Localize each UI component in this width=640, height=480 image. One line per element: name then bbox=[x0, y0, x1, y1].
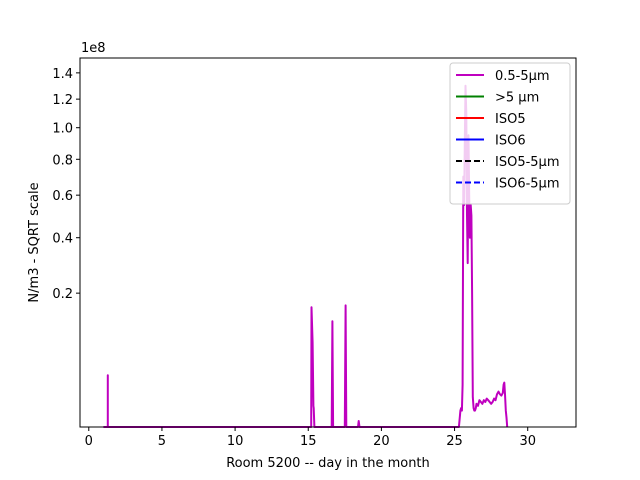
y-axis: 0.2 0.4 0.6 0.8 1.0 1.2 1.4 bbox=[52, 67, 80, 302]
x-tick-label: 30 bbox=[519, 434, 536, 449]
x-tick-label: 5 bbox=[158, 434, 166, 449]
y-axis-label: N/m3 - SQRT scale bbox=[27, 182, 42, 302]
legend-entry-label: ISO6-5μm bbox=[495, 177, 560, 192]
y-offset-text: 1e8 bbox=[81, 41, 106, 56]
y-tick-label: 1.0 bbox=[52, 122, 73, 137]
axes-frame bbox=[79, 57, 577, 428]
legend-entry-label: ISO6 bbox=[495, 134, 526, 149]
legend: 0.5-5μm >5 μm ISO5 ISO6 ISO5-5μm ISO6-5μm bbox=[449, 62, 571, 205]
x-tick-label: 15 bbox=[300, 434, 317, 449]
y-tick-label: 1.4 bbox=[52, 67, 73, 82]
x-tick-label: 0 bbox=[85, 434, 93, 449]
legend-entry-label: 0.5-5μm bbox=[495, 69, 550, 84]
x-tick-label: 20 bbox=[373, 434, 390, 449]
y-tick-label: 0.4 bbox=[52, 232, 73, 247]
x-tick-label: 25 bbox=[446, 434, 463, 449]
legend-entry-label: ISO5-5μm bbox=[495, 155, 560, 170]
x-tick-label: 10 bbox=[227, 434, 244, 449]
legend-box bbox=[449, 62, 571, 205]
x-axis-label: Room 5200 -- day in the month bbox=[226, 456, 430, 471]
legend-entry-label: ISO5 bbox=[495, 112, 526, 127]
y-tick-label: 0.6 bbox=[52, 189, 73, 204]
y-tick-label: 1.2 bbox=[52, 93, 73, 108]
y-tick-label: 0.8 bbox=[52, 153, 73, 168]
y-tick-label: 0.2 bbox=[52, 287, 73, 302]
x-axis: 0 5 10 15 20 25 30 bbox=[85, 427, 536, 449]
legend-entry-label: >5 μm bbox=[495, 91, 539, 106]
